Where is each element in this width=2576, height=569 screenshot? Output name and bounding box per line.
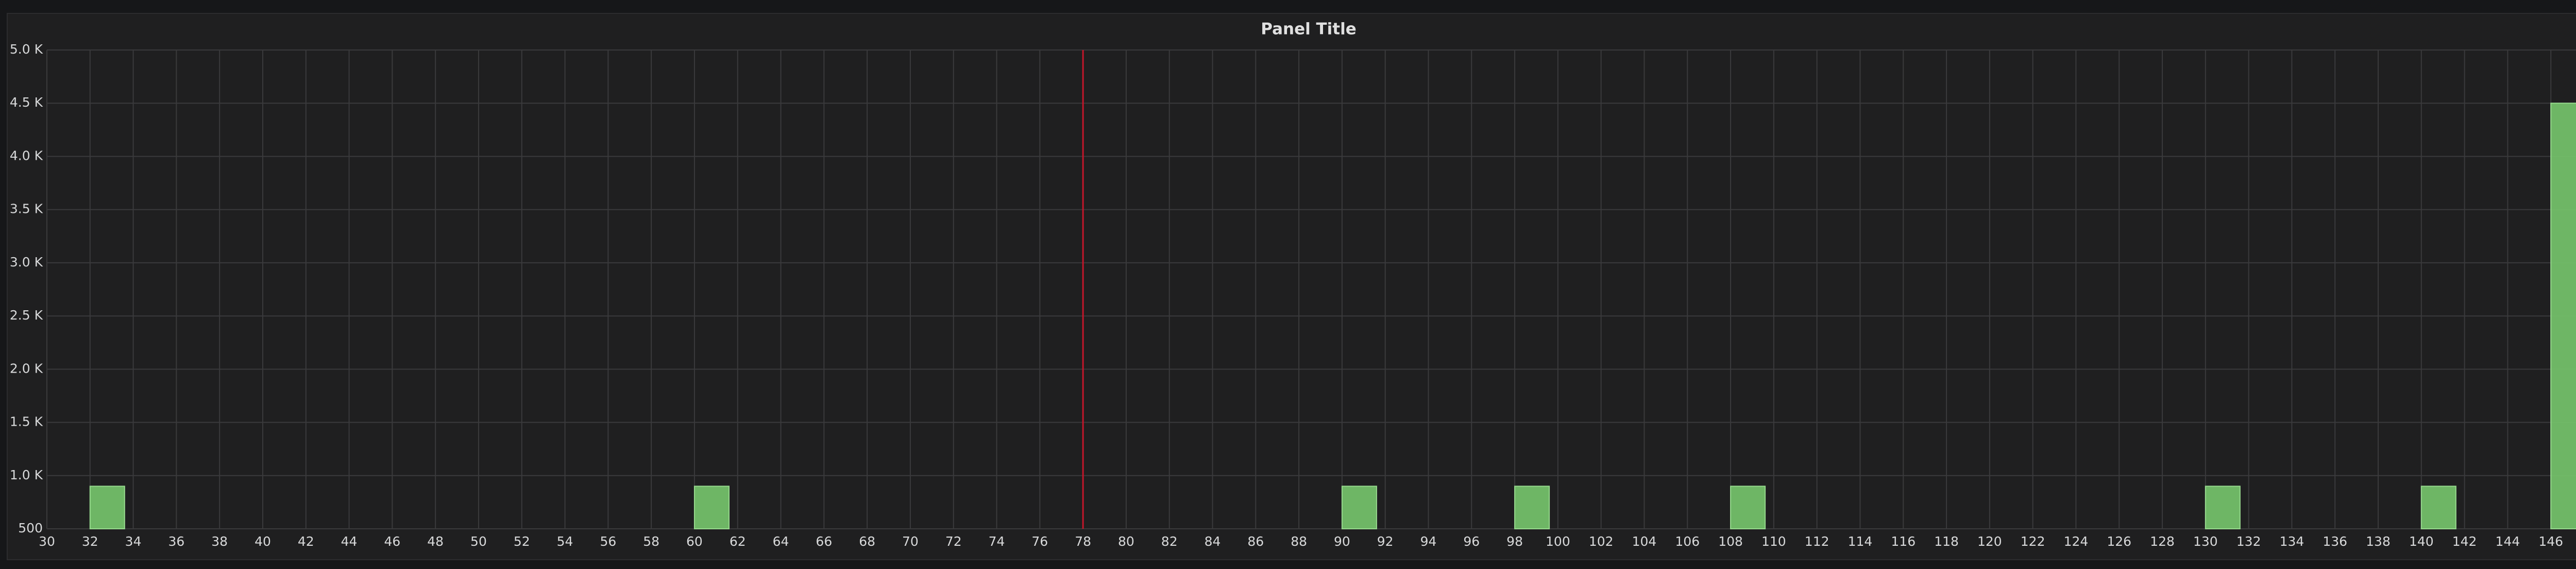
- x-tick-label: 104: [1632, 534, 1657, 549]
- x-tick-label: 62: [730, 534, 746, 549]
- x-tick-label: 108: [1718, 534, 1743, 549]
- x-tick-label: 52: [514, 534, 530, 549]
- y-tick-label: 1.5 K: [10, 414, 43, 429]
- x-tick-label: 44: [341, 534, 358, 549]
- bar: [2205, 486, 2241, 530]
- x-tick-label: 82: [1161, 534, 1178, 549]
- x-tick-label: 120: [1977, 534, 2002, 549]
- y-tick-label: 3.0 K: [10, 255, 43, 270]
- bar: [2550, 103, 2576, 529]
- y-tick-label: 4.0 K: [10, 148, 43, 163]
- x-tick-label: 140: [2409, 534, 2434, 549]
- x-tick-label: 112: [1805, 534, 1829, 549]
- x-tick-label: 98: [1506, 534, 1523, 549]
- x-tick-label: 86: [1247, 534, 1264, 549]
- x-tick-label: 40: [255, 534, 271, 549]
- x-tick-label: 78: [1075, 534, 1091, 549]
- x-tick-label: 110: [1761, 534, 1786, 549]
- x-tick-label: 106: [1675, 534, 1700, 549]
- x-tick-label: 64: [773, 534, 789, 549]
- x-tick-label: 96: [1463, 534, 1480, 549]
- x-tick-label: 88: [1291, 534, 1307, 549]
- bar: [2420, 486, 2456, 530]
- y-tick-label: 2.0 K: [10, 361, 43, 376]
- x-tick-label: 36: [168, 534, 184, 549]
- bar: [1730, 486, 1766, 530]
- x-tick-label: 90: [1334, 534, 1350, 549]
- x-tick-label: 34: [125, 534, 142, 549]
- x-tick-label: 80: [1118, 534, 1134, 549]
- x-tick-label: 132: [2236, 534, 2261, 549]
- x-tick-label: 38: [211, 534, 228, 549]
- bar: [693, 486, 730, 530]
- x-tick-label: 128: [2150, 534, 2175, 549]
- y-tick-label: 3.5 K: [10, 202, 43, 216]
- x-tick-label: 102: [1589, 534, 1614, 549]
- x-tick-label: 126: [2107, 534, 2131, 549]
- x-tick-label: 124: [2064, 534, 2089, 549]
- x-tick-label: 66: [816, 534, 832, 549]
- x-tick-label: 138: [2366, 534, 2391, 549]
- y-tick-label: 2.5 K: [10, 308, 43, 323]
- x-tick-label: 50: [470, 534, 487, 549]
- y-tick-label: 500: [18, 521, 43, 535]
- x-tick-label: 32: [82, 534, 98, 549]
- x-tick-label: 76: [1031, 534, 1048, 549]
- panel-title[interactable]: Panel Title: [1261, 20, 1357, 39]
- x-tick-label: 84: [1205, 534, 1221, 549]
- x-tick-label: 48: [427, 534, 444, 549]
- x-tick-label: 92: [1377, 534, 1394, 549]
- x-tick-label: 136: [2323, 534, 2347, 549]
- x-tick-label: 68: [859, 534, 875, 549]
- x-tick-label: 70: [902, 534, 919, 549]
- x-tick-label: 58: [643, 534, 659, 549]
- x-tick-label: 54: [557, 534, 573, 549]
- x-tick-label: 74: [989, 534, 1005, 549]
- x-tick-label: 146: [2538, 534, 2563, 549]
- y-tick-label: 1.0 K: [10, 467, 43, 482]
- x-tick-label: 94: [1420, 534, 1437, 549]
- x-tick-label: 42: [298, 534, 314, 549]
- x-tick-label: 100: [1546, 534, 1570, 549]
- x-tick-label: 72: [945, 534, 962, 549]
- x-tick-label: 134: [2280, 534, 2304, 549]
- x-tick-label: 114: [1848, 534, 1873, 549]
- x-tick-label: 46: [384, 534, 400, 549]
- y-tick-label: 4.5 K: [10, 95, 43, 110]
- x-tick-label: 118: [1934, 534, 1959, 549]
- bar: [89, 486, 125, 530]
- bar: [1514, 486, 1550, 530]
- x-tick-label: 56: [600, 534, 616, 549]
- x-tick-label: 130: [2193, 534, 2218, 549]
- y-tick-label: 5.0 K: [10, 42, 43, 57]
- x-tick-label: 142: [2452, 534, 2477, 549]
- x-tick-label: 144: [2496, 534, 2520, 549]
- x-tick-label: 30: [39, 534, 55, 549]
- x-tick-label: 122: [2021, 534, 2045, 549]
- x-tick-label: 60: [686, 534, 703, 549]
- bar: [1341, 486, 1377, 530]
- x-tick-label: 116: [1891, 534, 1916, 549]
